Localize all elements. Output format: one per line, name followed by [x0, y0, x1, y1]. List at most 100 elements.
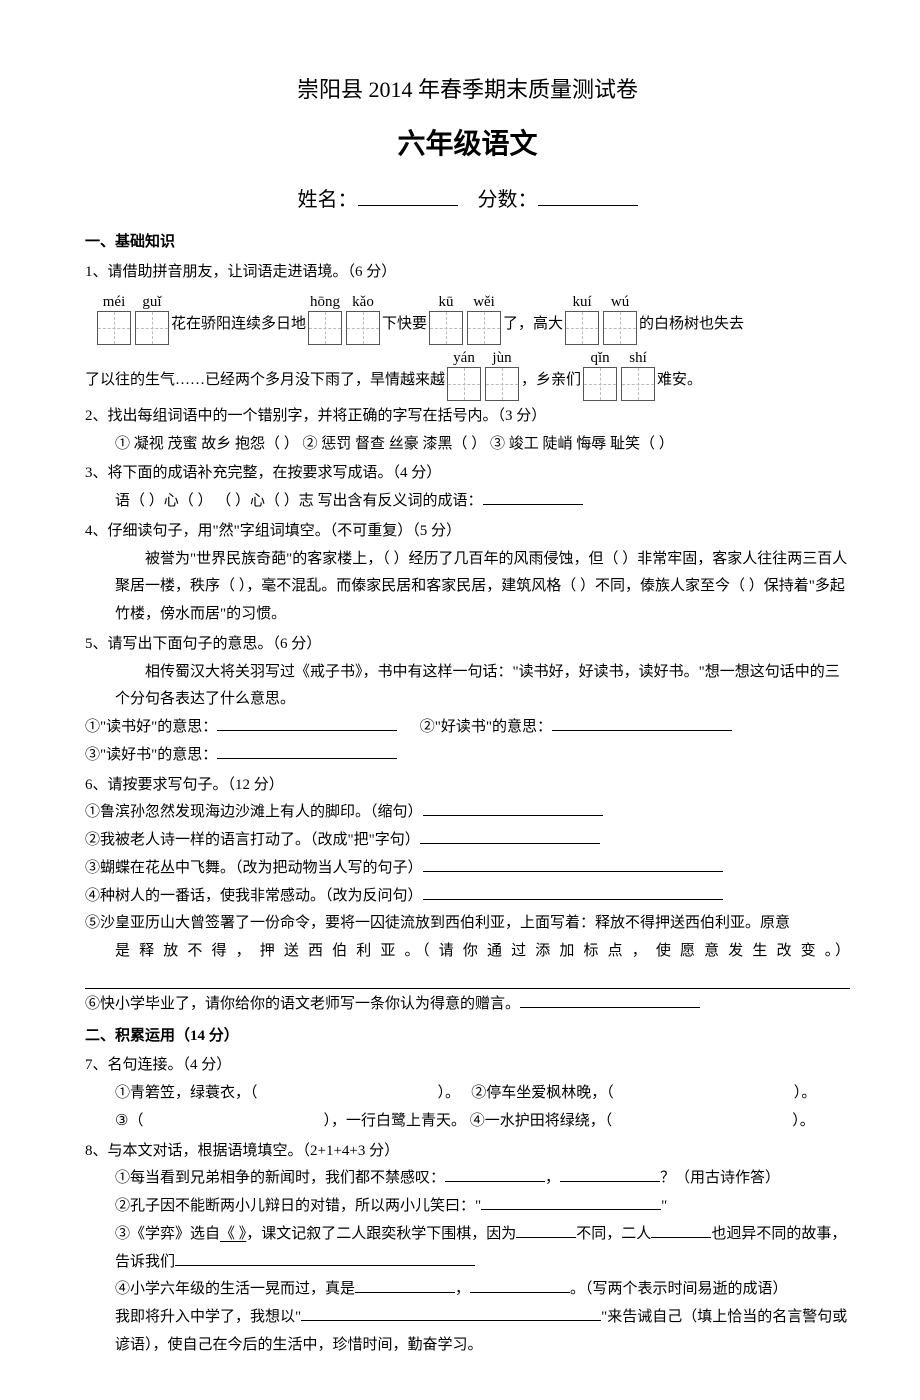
q7-4b: ）。 [792, 1113, 815, 1129]
q6-4-text: ④种树人的一番话，使我非常感动。（改为反问句） [85, 888, 423, 904]
q6-1: ①鲁滨孙忽然发现海边沙滩上有人的脚印。（缩句） [85, 799, 850, 827]
pinyin: wěi [473, 293, 495, 311]
section-2-heading: 二、积累运用（14 分） [85, 1023, 850, 1051]
q8-4a: ④小学六年级的生活一晃而过，真是 [115, 1281, 355, 1297]
pinyin: jùn [492, 349, 511, 367]
q8-1a: ①每当看到兄弟相争的新闻时，我们都不禁感叹： [115, 1170, 445, 1186]
q7-1a: ①青箬笠，绿蓑衣，（ [115, 1085, 258, 1101]
pinyin: shí [629, 349, 647, 367]
q7-3-blank[interactable] [143, 1108, 323, 1125]
q1-label: 1、请借助拼音朋友，让词语走进语境。（6 分） [85, 259, 850, 287]
char-box[interactable]: shí [621, 349, 655, 401]
q7-2b: ）。 [794, 1085, 817, 1101]
q6-4-blank[interactable] [423, 883, 723, 900]
q8-2b: " [661, 1198, 667, 1214]
q8-2a: ②孔子因不能断两小儿辩日的对错，所以两小儿笑曰：" [115, 1198, 481, 1214]
q6-6: ⑥快小学毕业了，请你给你的语文老师写一条你认为得意的赠言。 [85, 991, 850, 1019]
pinyin: kū [439, 293, 454, 311]
q3-text: 语（ ）心（ ） （ ）心（ ）志 写出含有反义词的成语： [115, 493, 483, 509]
q8-5a: 我即将升入中学了，我想以" [115, 1309, 301, 1325]
char-box[interactable]: qǐn [583, 349, 617, 401]
q6-6-blank[interactable] [520, 991, 700, 1008]
q6-2: ②我被老人诗一样的语言打动了。（改成"把"字句） [85, 827, 850, 855]
pinyin: wú [611, 293, 629, 311]
q8-3: ③《学弈》选自《 》，课文记叙了二人跟奕秋学下围棋，因为不同，二人也迥异不同的故… [85, 1221, 850, 1277]
q8-3-blank1[interactable] [516, 1221, 576, 1238]
char-box[interactable]: kǎo [346, 293, 380, 345]
q6-3: ③蝴蝶在花丛中飞舞。（改为把动物当人写的句子） [85, 855, 850, 883]
q5-blank1[interactable] [217, 715, 397, 732]
q7-2a: ②停车坐爱枫林晚，（ [471, 1085, 614, 1101]
pinyin: qǐn [590, 349, 609, 367]
q2-line1: ① 凝视 茂蜜 故乡 抱怨（ ） ② 惩罚 督查 丝豪 漆黑（ ） ③ 竣工 陡… [85, 431, 850, 459]
q6-2-text: ②我被老人诗一样的语言打动了。（改成"把"字句） [85, 832, 420, 848]
q8-4-blank2[interactable] [470, 1277, 570, 1294]
pinyin: hōng [310, 293, 340, 311]
q4-line1: 被誉为"世界民族奇葩"的客家楼上，（ ）经历了几百年的风雨侵蚀，但（ ）非常牢固… [85, 546, 850, 629]
char-box[interactable]: wú [603, 293, 637, 345]
q7-4a: ④一水护田将绿绕，（ [470, 1113, 613, 1129]
q7-4-blank[interactable] [612, 1108, 792, 1125]
q1-t5: 了以往的生气……已经两个多月没下雨了，旱情越来越 [85, 367, 445, 401]
q8-3c: 不同，二人 [576, 1226, 651, 1242]
q5-row1: ①"读书好"的意思： ②"好读书"的意思： [85, 714, 850, 742]
q6-3-text: ③蝴蝶在花丛中飞舞。（改为把动物当人写的句子） [85, 860, 423, 876]
pinyin: guǐ [142, 293, 161, 311]
score-blank[interactable] [538, 184, 638, 206]
section-1-heading: 一、基础知识 [85, 229, 850, 257]
q4-label: 4、仔细读句子，用"然"字组词填空。（不可重复）（5 分） [85, 518, 850, 546]
q5-blank2[interactable] [552, 715, 732, 732]
q8-4-blank1[interactable] [355, 1277, 455, 1294]
char-box[interactable]: jùn [485, 349, 519, 401]
q8-4: ④小学六年级的生活一晃而过，真是，。（写两个表示时间易逝的成语） [85, 1276, 850, 1304]
q6-1-blank[interactable] [423, 800, 603, 817]
q1-t3: 了，高大 [503, 311, 563, 345]
q6-4: ④种树人的一番话，使我非常感动。（改为反问句） [85, 883, 850, 911]
q5-p2: ②"好读书"的意思： [420, 719, 552, 735]
q7-2-blank[interactable] [614, 1081, 794, 1098]
name-blank[interactable] [358, 184, 458, 206]
q8-label: 8、与本文对话，根据语境填空。（2+1+4+3 分） [85, 1138, 850, 1166]
name-label: 姓名： [298, 189, 358, 211]
score-label: 分数： [478, 189, 538, 211]
char-box[interactable]: yán [447, 349, 481, 401]
q6-2-blank[interactable] [420, 828, 600, 845]
q1-t2: 下快要 [382, 311, 427, 345]
char-box[interactable]: hōng [308, 293, 342, 345]
q7-1-blank[interactable] [258, 1081, 438, 1098]
q6-5b: 是 释 放 不 得 ， 押 送 西 伯 利 亚 。（ 请 你 通 过 添 加 标… [85, 938, 850, 966]
q1-row2: 了以往的生气……已经两个多月没下雨了，旱情越来越 yán jùn ，乡亲们 qǐ… [85, 349, 850, 401]
q2-label: 2、找出每组词语中的一个错别字，并将正确的字写在括号内。（3 分） [85, 403, 850, 431]
q8-1b: ， [545, 1170, 560, 1186]
char-box[interactable]: guǐ [135, 293, 169, 345]
char-box[interactable]: méi [97, 293, 131, 345]
char-box[interactable]: kuí [565, 293, 599, 345]
char-box[interactable]: wěi [467, 293, 501, 345]
q8-3a: ③《学弈》选自 [115, 1226, 220, 1242]
q8-1: ①每当看到兄弟相争的新闻时，我们都不禁感叹：，？（用古诗作答） [85, 1165, 850, 1193]
q6-5-blank[interactable] [85, 968, 850, 989]
q8-2: ②孔子因不能断两小儿辩日的对错，所以两小儿笑曰：" " [85, 1193, 850, 1221]
q6-3-blank[interactable] [423, 855, 723, 872]
q5-blank3[interactable] [217, 742, 397, 759]
q8-5-blank[interactable] [301, 1305, 601, 1322]
q3-line1: 语（ ）心（ ） （ ）心（ ）志 写出含有反义词的成语： [85, 488, 850, 516]
q8-3-blank3[interactable] [175, 1249, 475, 1266]
char-box[interactable]: kū [429, 293, 463, 345]
q8-3b: ，课文记叙了二人跟奕秋学下围棋，因为 [246, 1226, 516, 1242]
pinyin: kǎo [352, 293, 374, 311]
q7-label: 7、名句连接。（4 分） [85, 1052, 850, 1080]
q8-1-blank1[interactable] [445, 1166, 545, 1183]
q6-label: 6、请按要求写句子。（12 分） [85, 772, 850, 800]
q8-2-blank[interactable] [481, 1194, 661, 1211]
q5-intro: 相传蜀汉大将关羽写过《戒子书》，书中有这样一句话："读书好，好读书，读好书。"想… [85, 659, 850, 715]
pinyin: kuí [572, 293, 591, 311]
q8-3-blank2[interactable] [651, 1221, 711, 1238]
q3-blank[interactable] [483, 489, 583, 506]
q6-6-text: ⑥快小学毕业了，请你给你的语文老师写一条你认为得意的赠言。 [85, 996, 520, 1012]
q7-3b: ），一行白鹭上青天。 [323, 1113, 466, 1129]
page-title: 六年级语文 [85, 119, 850, 171]
q1-t7: 难安。 [657, 367, 702, 401]
q7-3a: ③（ [115, 1113, 143, 1129]
q8-1-blank2[interactable] [560, 1166, 660, 1183]
